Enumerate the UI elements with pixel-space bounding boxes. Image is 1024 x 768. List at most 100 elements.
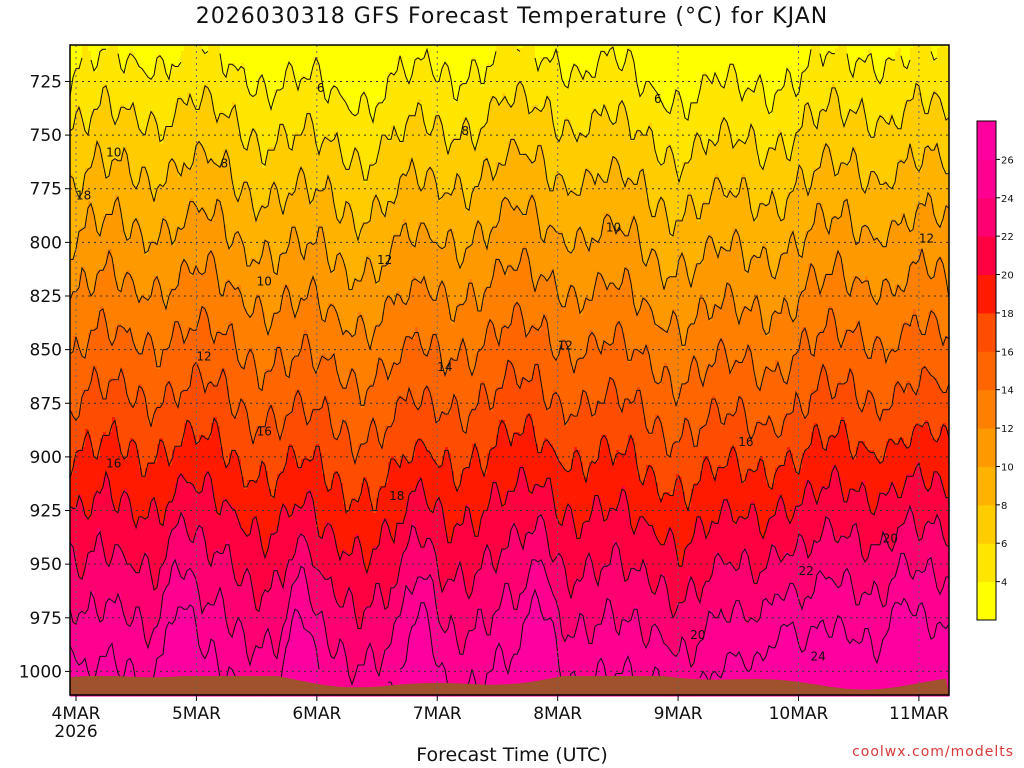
field-cell: [79, 441, 83, 445]
field-cell: [79, 456, 83, 460]
field-cell: [79, 543, 83, 547]
field-cell: [76, 84, 80, 88]
field-cell: [76, 486, 80, 490]
field-cell: [79, 150, 83, 154]
field-cell: [76, 558, 80, 562]
field-cell: [76, 162, 80, 166]
field-cell: [76, 477, 80, 481]
field-cell: [73, 426, 77, 430]
field-cell: [79, 375, 83, 379]
field-cell: [79, 519, 83, 523]
field-cell: [73, 582, 77, 586]
field-cell: [76, 351, 80, 355]
field-cell: [79, 474, 83, 478]
field-cell: [76, 375, 80, 379]
field-cell: [79, 225, 83, 229]
field-cell: [79, 312, 83, 316]
field-cell: [79, 315, 83, 319]
field-cell: [76, 147, 80, 151]
field-cell: [73, 54, 77, 58]
field-cell: [73, 540, 77, 544]
field-cell: [73, 528, 77, 532]
field-cell: [79, 207, 83, 211]
field-cell: [73, 264, 77, 268]
field-cell: [73, 612, 77, 616]
field-cell: [73, 366, 77, 370]
field-cell: [79, 306, 83, 310]
field-cell: [79, 159, 83, 163]
field-cell: [76, 633, 80, 637]
field-cell: [76, 516, 80, 520]
field-cell: [79, 330, 83, 334]
field-cell: [79, 552, 83, 556]
field-cell: [73, 300, 77, 304]
field-cell: [76, 255, 80, 259]
field-cell: [79, 435, 83, 439]
field-cell: [76, 372, 80, 376]
field-cell: [79, 525, 83, 529]
field-cell: [79, 234, 83, 238]
field-cell: [79, 429, 83, 433]
field-cell: [73, 666, 77, 670]
field-cell: [76, 297, 80, 301]
field-cell: [79, 555, 83, 559]
field-cell: [79, 246, 83, 250]
field-cell: [73, 600, 77, 604]
field-cell: [76, 378, 80, 382]
field-cell: [79, 339, 83, 343]
field-cell: [76, 381, 80, 385]
field-cell: [73, 510, 77, 514]
field-cell: [79, 93, 83, 97]
field-cell: [73, 396, 77, 400]
field-cell: [79, 390, 83, 394]
field-cell: [76, 435, 80, 439]
field-cell: [79, 90, 83, 94]
field-cell: [79, 357, 83, 361]
field-cell: [76, 468, 80, 472]
field-cell: [79, 489, 83, 493]
field-cell: [73, 444, 77, 448]
field-cell: [76, 219, 80, 223]
field-cell: [79, 291, 83, 295]
field-cell: [73, 156, 77, 160]
field-cell: [79, 510, 83, 514]
field-cell: [73, 324, 77, 328]
field-cell: [76, 327, 80, 331]
field-cell: [76, 123, 80, 127]
field-cell: [73, 576, 77, 580]
field-cell: [76, 102, 80, 106]
field-cell: [76, 153, 80, 157]
field-cell: [76, 648, 80, 652]
field-cell: [76, 519, 80, 523]
field-cell: [76, 117, 80, 121]
field-cell: [79, 321, 83, 325]
field-cell: [76, 63, 80, 67]
field-cell: [79, 426, 83, 430]
field-cell: [76, 480, 80, 484]
field-cell: [73, 234, 77, 238]
field-cell: [79, 549, 83, 553]
field-cell: [76, 624, 80, 628]
field-cell: [76, 654, 80, 658]
field-cell: [76, 420, 80, 424]
field-cell: [79, 366, 83, 370]
field-cell: [73, 162, 77, 166]
field-cell: [76, 513, 80, 517]
field-cell: [79, 180, 83, 184]
field-cell: [73, 516, 77, 520]
field-cell: [73, 294, 77, 298]
field-cell: [76, 177, 80, 181]
field-cell: [79, 387, 83, 391]
field-cell: [76, 171, 80, 175]
field-cell: [76, 264, 80, 268]
field-cell: [76, 129, 80, 133]
field-cell: [76, 354, 80, 358]
field-cell: [76, 432, 80, 436]
field-cell: [76, 48, 80, 52]
field-cell: [76, 333, 80, 337]
field-cell: [73, 390, 77, 394]
field-cell: [79, 522, 83, 526]
field-cell: [73, 480, 77, 484]
field-cell: [73, 168, 77, 172]
field-cell: [73, 216, 77, 220]
